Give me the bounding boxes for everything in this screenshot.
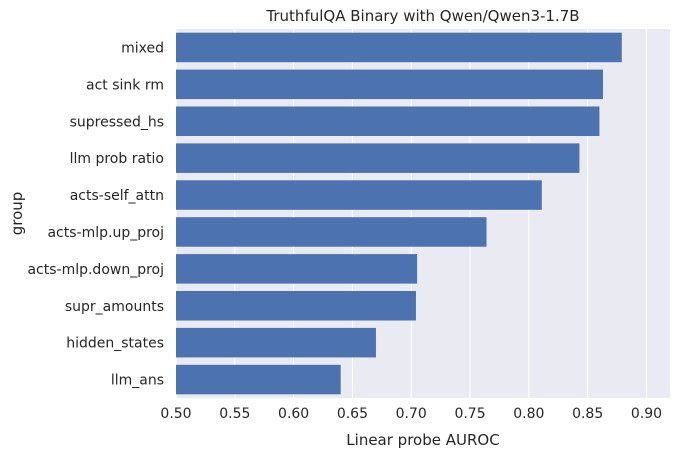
bar <box>176 143 580 173</box>
y-tick-label: hidden_states <box>66 336 164 352</box>
bar <box>176 217 487 247</box>
x-tick-label: 0.85 <box>572 406 603 422</box>
y-tick-label: supr_amounts <box>65 299 164 315</box>
x-tick-label: 0.60 <box>278 406 309 422</box>
y-axis-label: group <box>8 192 26 236</box>
x-axis-label: Linear probe AUROC <box>346 431 499 449</box>
y-tick-label: acts-self_attn <box>70 188 164 204</box>
bar <box>176 290 416 321</box>
chart-title: TruthfulQA Binary with Qwen/Qwen3-1.7B <box>265 7 579 25</box>
bar <box>176 106 600 137</box>
bar <box>176 180 542 210</box>
x-tick-label: 0.90 <box>631 406 662 422</box>
bar <box>176 32 622 63</box>
x-tick-label: 0.50 <box>160 406 191 422</box>
y-tick-label: act sink rm <box>86 77 164 93</box>
y-tick-label: supressed_hs <box>70 114 164 130</box>
bar <box>176 69 603 100</box>
x-tick-label: 0.70 <box>396 406 427 422</box>
x-tick-label: 0.55 <box>219 406 250 422</box>
x-tick-label: 0.80 <box>513 406 544 422</box>
x-tick-label: 0.75 <box>454 406 485 422</box>
y-tick-label: mixed <box>121 40 164 56</box>
bar <box>176 364 341 395</box>
y-tick-label: llm_ans <box>111 373 164 389</box>
y-tick-label: llm prob ratio <box>70 151 164 167</box>
bar <box>176 327 376 358</box>
y-tick-label: acts-mlp.up_proj <box>47 225 164 241</box>
bars <box>176 32 622 395</box>
y-tick-label: acts-mlp.down_proj <box>27 262 164 278</box>
x-axis-ticks: 0.50 0.55 0.60 0.65 0.70 0.75 0.80 0.85 0.90 <box>160 406 662 422</box>
bar <box>176 254 418 284</box>
x-tick-label: 0.65 <box>337 406 368 422</box>
